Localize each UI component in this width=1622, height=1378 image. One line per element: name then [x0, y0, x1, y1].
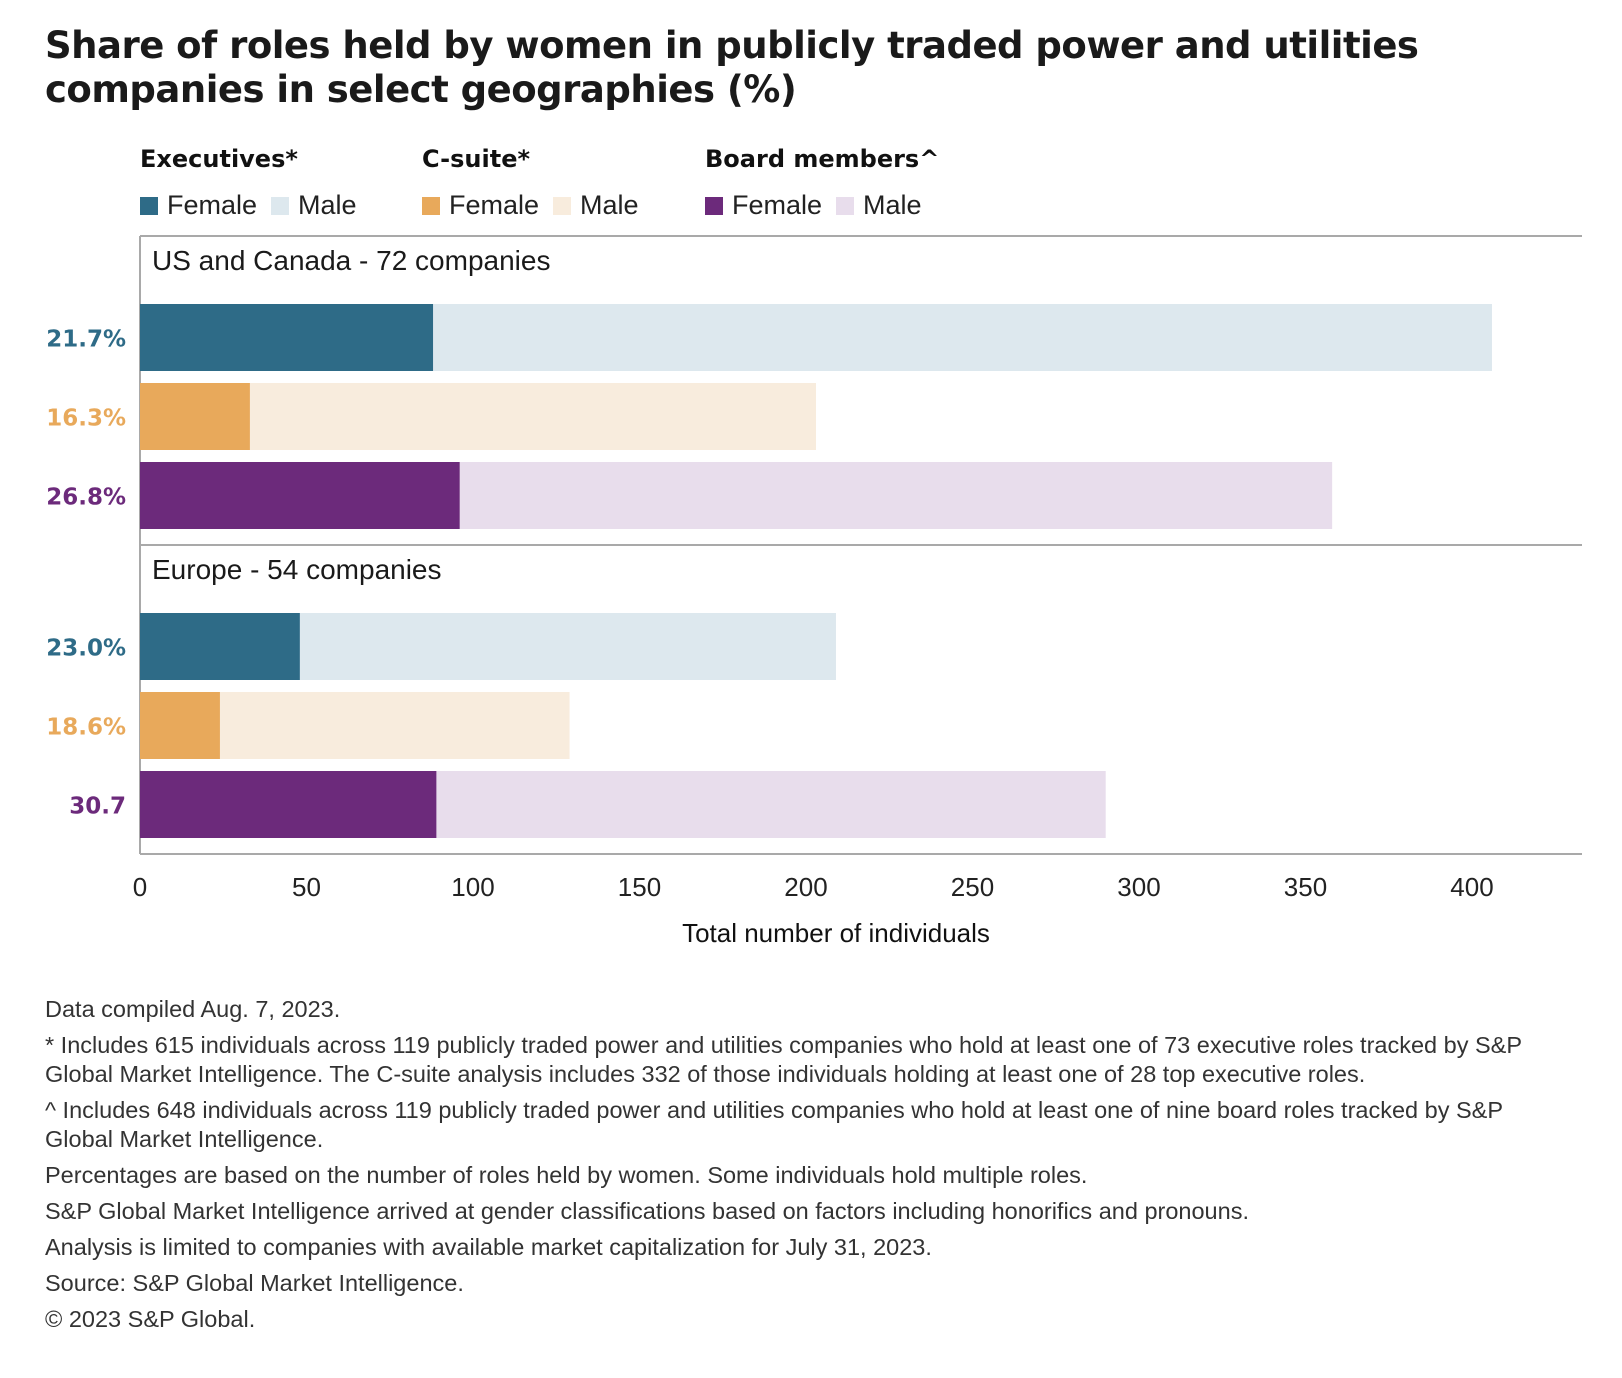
legend-swatch — [140, 196, 158, 215]
legend-item-csuite-male: Male — [553, 190, 639, 221]
pct-label: 21.7% — [46, 327, 126, 353]
legend-group-board: Board members^ Female Male — [705, 145, 939, 221]
legend-swatch — [422, 196, 440, 215]
legend-label: Male — [298, 190, 357, 220]
footnote-copyright: © 2023 S&P Global. — [45, 1306, 256, 1332]
legend-title-board: Board members^ — [705, 145, 940, 173]
legend-item-executives-male: Male — [271, 190, 357, 221]
bar-male-c-suite — [140, 383, 816, 450]
legend-label: Male — [580, 190, 639, 220]
footnote-executives: * Includes 615 individuals across 119 pu… — [45, 1032, 1522, 1087]
x-tick-label: 0 — [133, 872, 147, 902]
panel-label: Europe - 54 companies — [152, 554, 442, 585]
bar-chart: US and Canada - 72 companies 21.7% 16.3% 26… — [46, 235, 1582, 948]
chart-title: Share of roles held by women in publicly… — [45, 24, 1419, 111]
x-tick-label: 100 — [451, 872, 494, 902]
legend-group-csuite: C-suite* Female Male — [422, 145, 653, 221]
legend-label: Female — [167, 190, 258, 220]
footnote-board: ^ Includes 648 individuals across 119 pu… — [45, 1097, 1503, 1152]
bar-female-executives — [140, 304, 434, 371]
footnote-percentages: Percentages are based on the number of r… — [45, 1162, 1088, 1188]
x-tick-label: 400 — [1450, 872, 1493, 902]
legend-label: Female — [732, 190, 823, 220]
pct-label: 23.0% — [46, 636, 126, 662]
legend-swatch — [705, 196, 723, 215]
pct-label: 16.3% — [46, 406, 126, 432]
bar-female-board-members — [140, 462, 460, 529]
legend-swatch — [553, 196, 572, 215]
bar-female-executives — [140, 613, 300, 680]
x-tick-label: 200 — [784, 872, 827, 902]
footnote-date: Data compiled Aug. 7, 2023. — [45, 996, 341, 1022]
footnote-source: Source: S&P Global Market Intelligence. — [45, 1270, 464, 1296]
x-tick-label: 350 — [1284, 872, 1327, 902]
bar-female-c-suite — [140, 692, 220, 759]
x-tick-label: 150 — [618, 872, 661, 902]
legend-item-board-male: Male — [836, 190, 922, 221]
footnote-analysis-limit: Analysis is limited to companies with av… — [45, 1234, 932, 1260]
pct-label: 26.8% — [46, 485, 126, 511]
legend-group-executives: Executives* Female Male — [140, 145, 371, 221]
legend-title-executives: Executives* — [140, 145, 298, 173]
bar-female-c-suite — [140, 383, 250, 450]
legend-item-board-female: Female — [705, 190, 822, 221]
bar-female-board-members — [140, 771, 437, 838]
panel-label: US and Canada - 72 companies — [152, 245, 550, 276]
legend-item-executives-female: Female — [140, 190, 257, 221]
pct-label: 18.6% — [46, 715, 126, 741]
legend-label: Male — [863, 190, 922, 220]
legend-title-csuite: C-suite* — [422, 145, 531, 173]
pct-label: 30.7 — [69, 794, 126, 820]
x-axis-title: Total number of individuals — [682, 918, 990, 948]
legend-swatch — [271, 196, 290, 215]
x-tick-label: 250 — [951, 872, 994, 902]
legend-item-csuite-female: Female — [422, 190, 539, 221]
legend-label: Female — [449, 190, 540, 220]
footnotes: Data compiled Aug. 7, 2023. * Includes 6… — [45, 995, 1565, 1341]
legend-swatch — [836, 196, 855, 215]
footnote-gender-classification: S&P Global Market Intelligence arrived a… — [45, 1198, 1249, 1224]
x-tick-label: 50 — [292, 872, 321, 902]
x-tick-label: 300 — [1117, 872, 1160, 902]
